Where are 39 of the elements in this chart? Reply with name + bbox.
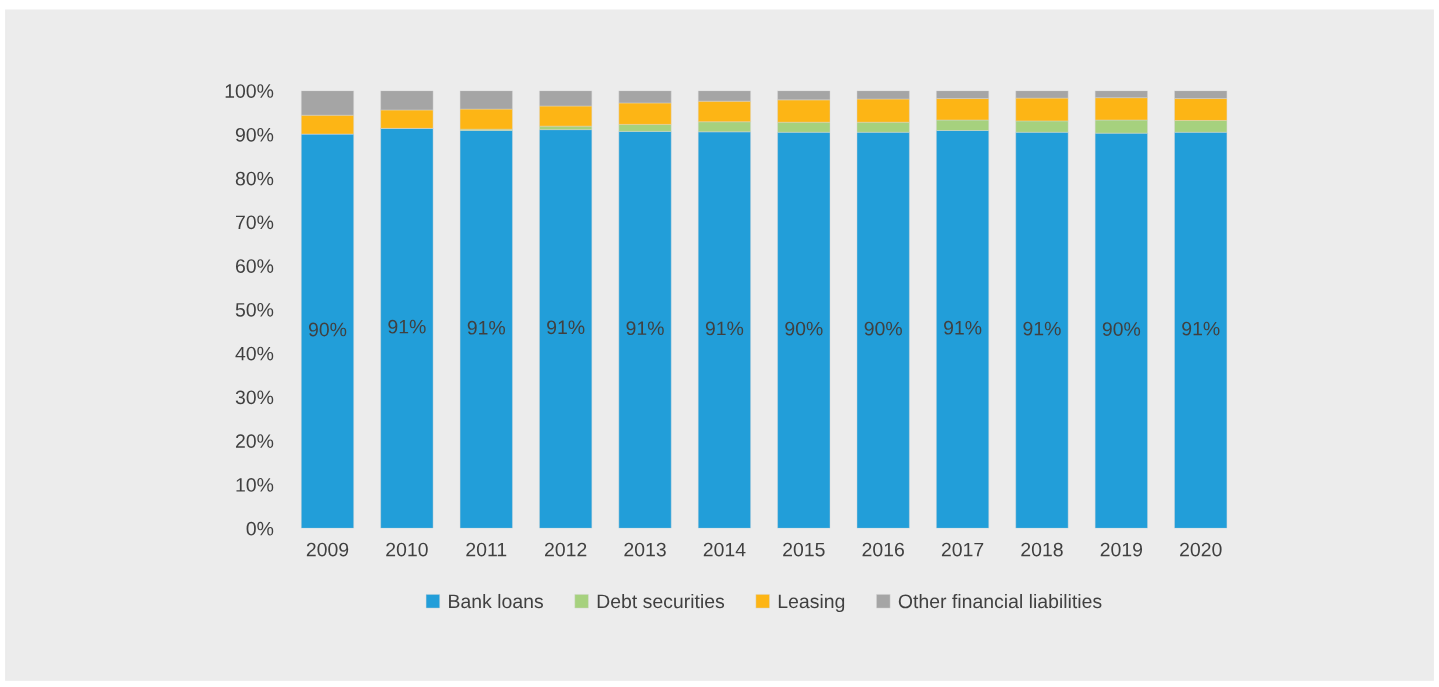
- legend-label: Other financial liabilities: [898, 593, 1102, 609]
- legend-label: Leasing: [778, 593, 845, 613]
- y-tick-label: 100%: [225, 84, 274, 98]
- y-tick-label: 40%: [235, 346, 274, 361]
- y-tick-label: 80%: [235, 171, 274, 186]
- data-label: 91%: [1182, 321, 1220, 336]
- data-label: 90%: [308, 322, 347, 337]
- y-tick-label: 70%: [235, 215, 274, 230]
- x-tick-label: 2014: [703, 542, 746, 557]
- y-tick-label: 10%: [236, 478, 274, 492]
- data-label: 91%: [388, 319, 426, 334]
- y-tick-label: 60%: [235, 259, 274, 273]
- legend-label: Bank loans: [449, 593, 543, 609]
- data-label: 91%: [705, 321, 744, 336]
- data-label: 91%: [626, 321, 664, 336]
- data-label: 90%: [864, 321, 902, 336]
- x-tick-label: 2009: [306, 542, 349, 557]
- x-tick-label: 2016: [862, 542, 904, 557]
- y-tick-label: 90%: [235, 127, 274, 142]
- y-tick-label: 30%: [235, 390, 274, 405]
- y-tick-label: 0%: [246, 521, 274, 536]
- x-tick-label: 2019: [1100, 542, 1143, 557]
- x-tick-label: 2013: [624, 542, 666, 557]
- legend-label: Debt securities: [597, 593, 725, 609]
- data-label: 90%: [1102, 322, 1141, 336]
- x-tick-label: 2018: [1021, 542, 1063, 557]
- data-label: 91%: [1023, 321, 1061, 336]
- data-label: 91%: [467, 320, 506, 335]
- x-tick-label: 2010: [386, 542, 428, 557]
- data-label: 91%: [944, 320, 982, 335]
- x-tick-label: 2011: [466, 542, 507, 557]
- data-label: 90%: [785, 321, 823, 336]
- x-tick-label: 2017: [941, 542, 984, 557]
- x-tick-label: 2015: [783, 542, 825, 557]
- y-tick-label: 50%: [235, 302, 274, 317]
- y-tick-label: 20%: [235, 434, 274, 449]
- x-tick-label: 2012: [545, 542, 587, 557]
- data-label: 91%: [547, 320, 585, 335]
- x-tick-label: 2020: [1180, 542, 1222, 557]
